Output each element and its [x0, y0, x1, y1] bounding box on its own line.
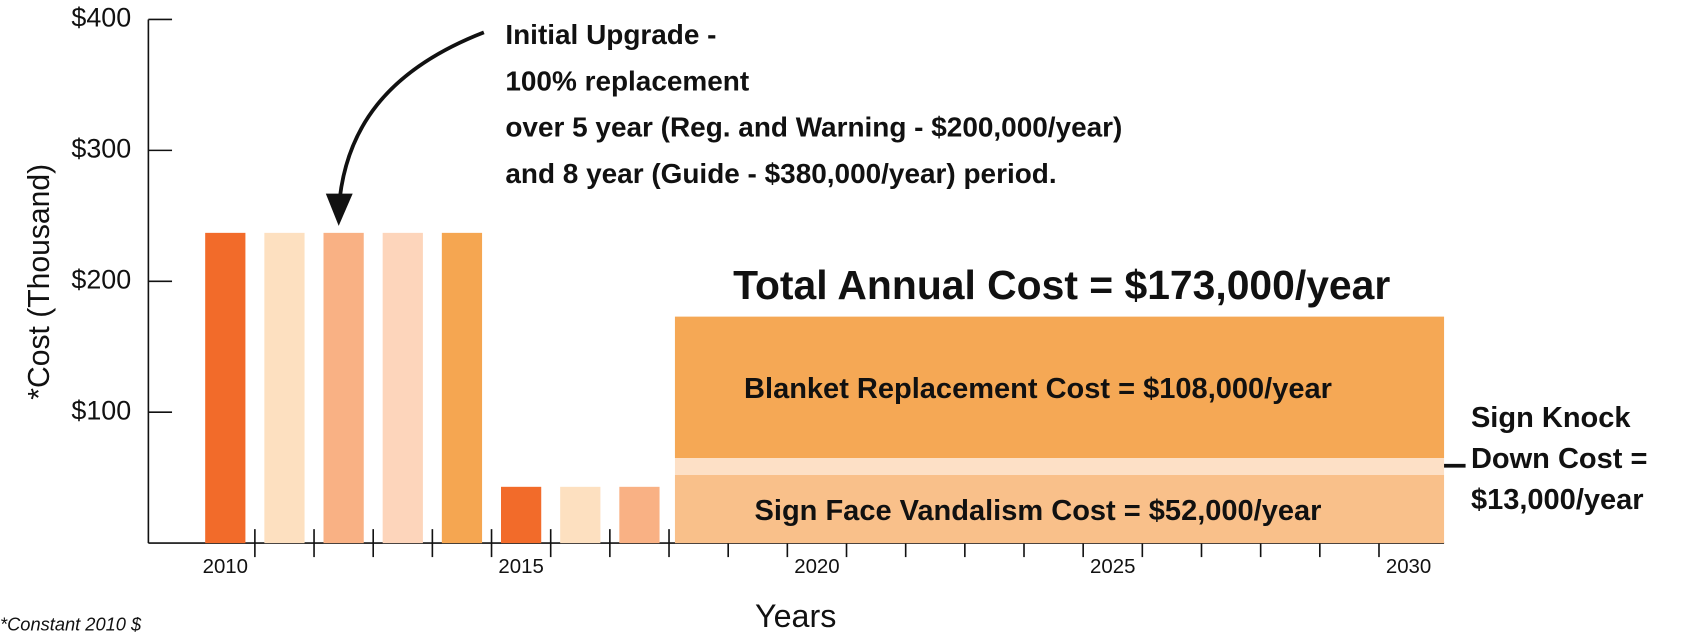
stack-area — [674, 316, 1445, 459]
series-label: Blanket Replacement Cost = $108,000/year — [744, 373, 1332, 405]
bar — [323, 232, 364, 544]
x-tick-label: 2020 — [794, 556, 839, 578]
bar — [619, 486, 660, 544]
stack-area — [674, 458, 1445, 476]
bar — [441, 232, 483, 544]
series-label: Sign Face Vandalism Cost = $52,000/year — [755, 495, 1322, 527]
y-tick-label: $400 — [71, 3, 131, 33]
annotation: Initial Upgrade - — [505, 19, 716, 50]
x-tick-label: 2010 — [203, 556, 248, 578]
annotation-arrow — [336, 30, 485, 210]
x-tick-label: 2015 — [498, 556, 543, 578]
series-label: Down Cost = — [1471, 443, 1648, 475]
y-axis-title: *Cost (Thousand) — [23, 164, 56, 400]
stack-area — [674, 475, 1445, 544]
bar — [382, 232, 423, 544]
y-tick-label: $300 — [71, 133, 131, 163]
total-label: Total Annual Cost = $173,000/year — [733, 262, 1390, 308]
annotation: 100% replacement — [505, 65, 749, 96]
annotation-arrowhead — [325, 193, 353, 226]
annotation: over 5 year (Reg. and Warning - $200,000… — [505, 112, 1122, 143]
x-tick-label: 2025 — [1090, 556, 1135, 578]
bar — [264, 232, 305, 544]
annotation: and 8 year (Guide - $380,000/year) perio… — [505, 158, 1056, 189]
bar — [501, 486, 542, 544]
series-label: $13,000/year — [1471, 484, 1644, 516]
x-tick-label: 2030 — [1386, 556, 1431, 578]
y-tick-label: $200 — [71, 264, 131, 294]
footnote: *Constant 2010 $ — [0, 614, 142, 635]
bar — [205, 232, 246, 544]
series-label: Sign Knock — [1471, 402, 1631, 434]
x-axis-title: Years — [755, 598, 836, 634]
y-tick-label: $100 — [71, 395, 131, 425]
bar — [560, 486, 601, 544]
